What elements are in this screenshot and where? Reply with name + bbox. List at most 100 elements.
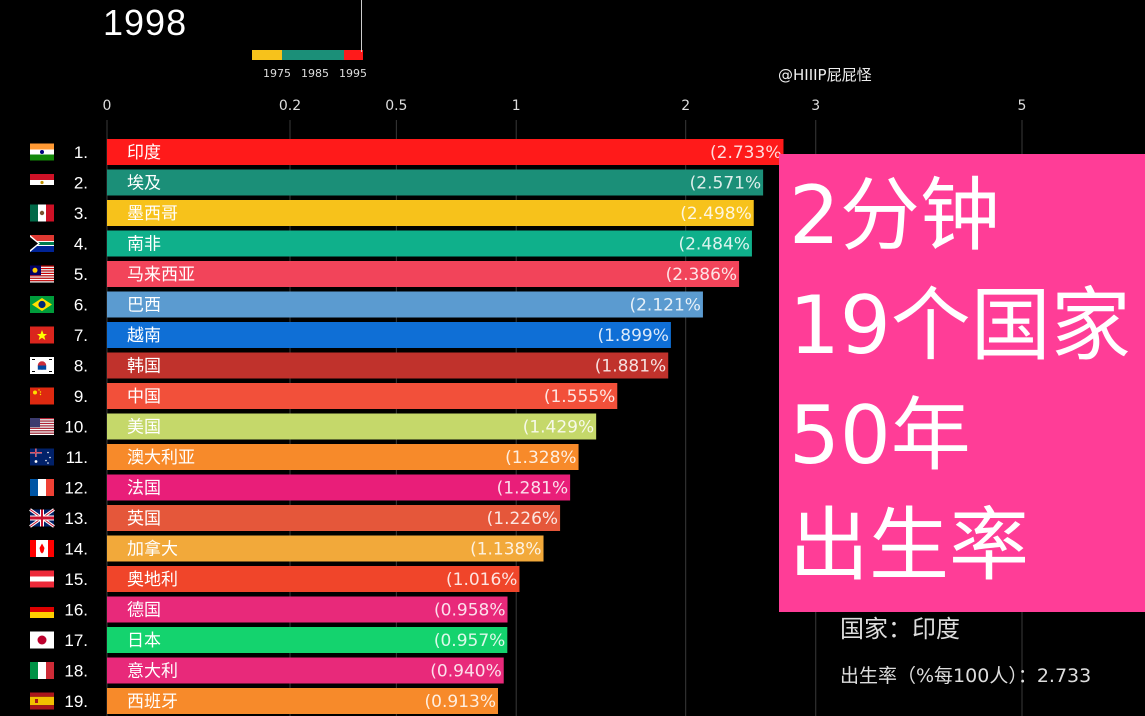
timeline-label-1985: 1985 [301,67,329,80]
value-label: (1.881% [595,357,666,377]
rank-label: 11. [66,448,88,467]
bar [107,322,671,348]
flag-part [39,543,45,554]
value-label: (1.226% [487,509,558,529]
flag-part [40,180,44,185]
timeline-segment-1 [252,50,282,60]
flag-part [30,275,54,277]
flag-brazil-icon [30,296,54,313]
bar [107,413,597,440]
flag-part [30,479,38,496]
flag-austria-icon [30,570,54,588]
value-label: (1.555% [544,387,615,407]
bar-row: 4. 南非 (2.484% [30,230,752,257]
timeline-marker [361,0,362,52]
bar-row: 3. 墨西哥 (2.498% [30,200,754,226]
value-label: (2.498% [680,204,751,224]
rank-label: 12. [64,479,88,498]
country-label: 埃及 [127,174,161,194]
country-label: 法国 [127,479,161,499]
x-tick-label: 0 [103,98,112,114]
flag-part [38,300,46,309]
flag-part [30,428,54,431]
flag-part [32,359,35,360]
flag-part [30,540,36,557]
flag-part [30,154,54,161]
rank-label: 16. [64,601,88,620]
flag-part [30,418,40,428]
country-label: 越南 [127,326,161,346]
flag-part [30,185,54,191]
bar [107,291,703,318]
bar [107,657,504,684]
flag-part [30,266,54,268]
flag-part [30,278,54,281]
timeline-bar [252,0,363,60]
value-label: (1.138% [470,540,541,560]
country-label: 印度 [127,143,161,163]
flag-part [30,426,54,428]
country-label: 巴西 [127,296,161,316]
flag-korea-icon [30,357,54,374]
value-label: (1.899% [597,326,668,346]
bar [107,566,520,592]
flag-part [30,269,54,271]
flag-egypt-icon [30,174,54,191]
flag-canada-icon [30,540,54,557]
bar-row: 10. 美国 (1.429% [30,413,597,440]
country-label: 英国 [127,509,161,529]
country-label: 韩国 [127,357,161,377]
bar-row: 8. 韩国 (1.881% [30,352,669,379]
flag-part [30,581,54,588]
flag-part [30,601,54,607]
flag-part [35,448,37,457]
overlay-line-2: 19个国家 [789,279,1131,372]
bar-row: 9. 中国 (1.555% [30,383,618,409]
flag-france-icon [30,479,54,496]
rank-label: 15. [64,570,88,589]
country-label: 南非 [127,235,161,255]
bar [107,261,740,287]
flag-part [30,242,54,245]
flag-part [30,246,54,252]
flag-southafrica-icon [30,235,54,252]
flag-australia-icon [30,448,54,466]
flag-part [30,235,54,241]
flag-part [30,432,54,434]
bar-row: 14. 加拿大 (1.138% [30,535,544,562]
flag-part [37,330,47,340]
value-label: (0.913% [425,692,496,712]
flag-part [30,265,54,267]
flag-part [30,424,54,426]
timeline-segment-2 [282,50,344,60]
bar-row: 19. 西班牙 (0.913% [30,688,498,714]
x-tick-label: 2 [681,98,690,114]
country-label: 加拿大 [127,539,178,560]
bar [107,474,571,501]
flag-part [33,390,37,395]
flag-part [30,430,54,432]
flag-part [32,267,38,273]
rank-label: 19. [64,692,88,711]
bar-row: 5. 马来西亚 (2.386% [30,261,740,287]
rank-label: 5. [74,265,88,284]
flag-part [45,459,47,462]
flag-part [30,204,38,222]
flag-part [40,150,44,154]
bar [107,352,669,379]
flag-germany-icon [30,601,54,618]
country-label: 奥地利 [127,570,178,590]
info-rate: 出生率（%每100人）：2.733 [840,665,1092,687]
value-label: (1.281% [497,479,568,499]
bar-row: 16. 德国 (0.958% [30,596,508,623]
value-label: (1.328% [505,448,576,468]
value-label: (2.571% [690,174,761,194]
flag-part [30,272,54,275]
flag-part [30,612,54,618]
x-tick-label: 0.2 [279,98,301,114]
bar-row: 17. 日本 (0.957% [30,627,508,653]
flag-part [30,237,38,250]
rank-label: 9. [74,387,88,406]
flag-part [39,210,45,216]
rank-label: 3. [74,204,88,223]
